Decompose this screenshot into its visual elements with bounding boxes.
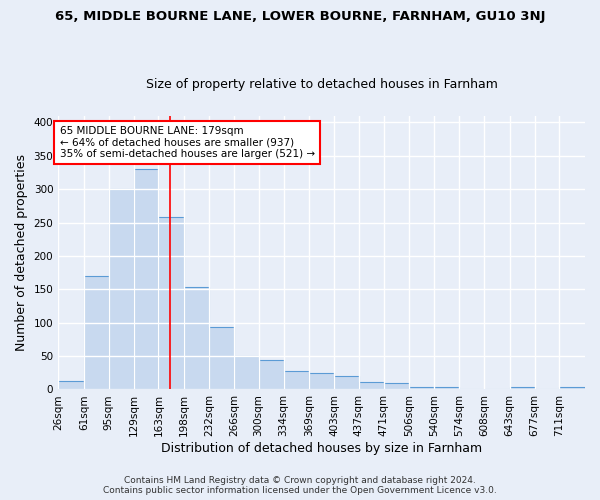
Bar [84,276,109,390]
Bar [58,381,84,390]
Bar [234,356,259,390]
Bar [334,376,359,390]
Bar [309,373,334,390]
Bar [158,217,184,390]
Bar [359,382,384,390]
Bar [409,387,434,390]
Y-axis label: Number of detached properties: Number of detached properties [15,154,28,351]
X-axis label: Distribution of detached houses by size in Farnham: Distribution of detached houses by size … [161,442,482,455]
Bar [109,189,134,390]
Bar [284,372,309,390]
Bar [459,389,484,390]
Bar [434,387,459,390]
Text: 65 MIDDLE BOURNE LANE: 179sqm
← 64% of detached houses are smaller (937)
35% of : 65 MIDDLE BOURNE LANE: 179sqm ← 64% of d… [59,126,315,159]
Bar [134,169,158,390]
Bar [209,328,234,390]
Bar [509,387,535,390]
Text: Contains HM Land Registry data © Crown copyright and database right 2024.
Contai: Contains HM Land Registry data © Crown c… [103,476,497,495]
Bar [259,360,284,390]
Text: 65, MIDDLE BOURNE LANE, LOWER BOURNE, FARNHAM, GU10 3NJ: 65, MIDDLE BOURNE LANE, LOWER BOURNE, FA… [55,10,545,23]
Bar [484,389,509,390]
Bar [384,383,409,390]
Title: Size of property relative to detached houses in Farnham: Size of property relative to detached ho… [146,78,497,91]
Bar [184,288,209,390]
Bar [559,387,585,390]
